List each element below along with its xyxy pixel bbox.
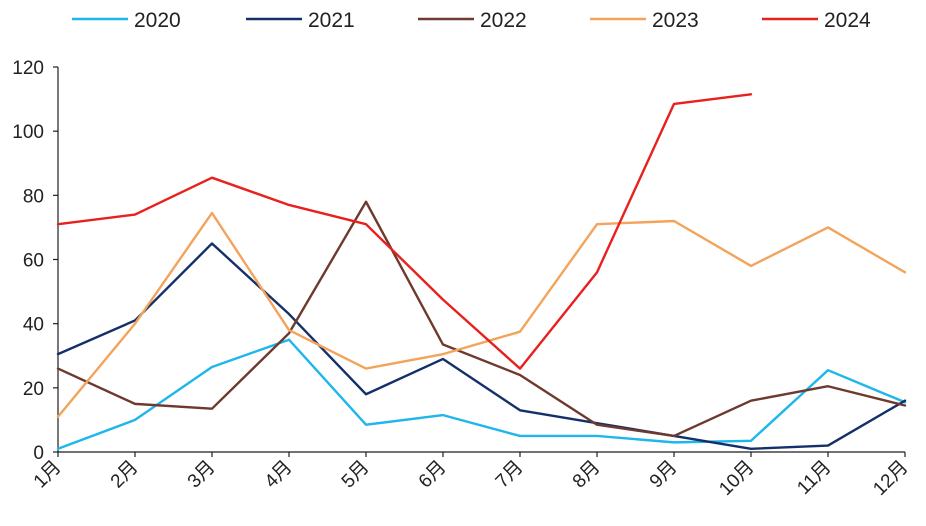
x-tick-label: 10月 — [715, 457, 758, 500]
x-tick-label: 12月 — [869, 457, 912, 500]
legend-item-2024: 2024 — [762, 9, 871, 32]
legend-label: 2021 — [308, 9, 355, 32]
legend-item-2022: 2022 — [418, 9, 527, 32]
series-line-2023 — [56, 211, 907, 418]
legend-item-2021: 2021 — [246, 9, 355, 32]
y-tick-label: 0 — [33, 443, 44, 464]
series-line-2021 — [56, 242, 907, 450]
x-tick-label: 3月 — [184, 457, 220, 493]
x-tick-label: 8月 — [569, 457, 605, 493]
y-tick-label: 40 — [23, 315, 44, 336]
legend-label: 2024 — [824, 9, 871, 32]
legend-label: 2022 — [480, 9, 527, 32]
legend-label: 2020 — [134, 9, 181, 32]
x-tick-label: 7月 — [492, 457, 528, 493]
series-line-2020 — [56, 338, 907, 450]
x-tick-label: 2月 — [107, 457, 143, 493]
x-tick-label: 11月 — [793, 457, 835, 499]
x-tick-label: 4月 — [261, 457, 297, 493]
y-tick-label: 60 — [23, 251, 44, 272]
y-axis: 0 20 40 60 80 100 120 — [12, 58, 59, 464]
y-tick-label: 100 — [12, 122, 44, 143]
legend-label: 2023 — [652, 9, 699, 32]
y-tick-label: 20 — [23, 379, 44, 400]
legend-item-2020: 2020 — [72, 9, 181, 32]
legend: 2020 2021 2022 2023 2024 — [72, 9, 871, 32]
series-line-2024 — [56, 93, 753, 370]
series-lines — [56, 93, 907, 450]
x-tick-label: 5月 — [338, 457, 374, 493]
x-tick-label: 6月 — [415, 457, 451, 493]
y-tick-label: 80 — [23, 186, 44, 207]
x-axis: 1月 2月 3月 4月 5月 6月 7月 8月 9月 10月 11月 12月 — [30, 451, 913, 500]
y-tick-label: 120 — [12, 58, 44, 79]
legend-item-2023: 2023 — [590, 9, 699, 32]
series-line-2022 — [56, 200, 907, 438]
x-tick-label: 9月 — [646, 457, 682, 493]
